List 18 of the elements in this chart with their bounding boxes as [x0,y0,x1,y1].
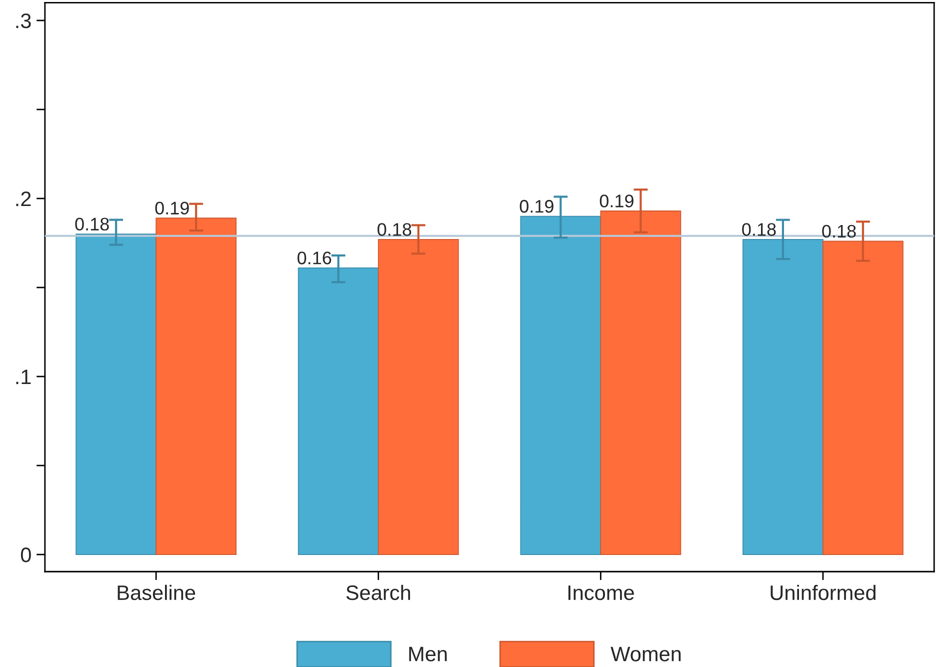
data-label: 0.18 [822,224,856,238]
data-label: 0.18 [378,223,412,236]
x-tick-label: Uninformed [770,584,876,600]
x-tick-label: Income [568,586,634,600]
data-label: 0.19 [155,202,189,215]
data-label: 0.19 [520,200,554,213]
x-tick-label: Baseline [118,584,196,600]
x-tick-label: Search [346,584,410,600]
y-tick-label: 0 [20,548,31,562]
data-label: 0.18 [75,218,109,231]
data-label: 0.16 [298,252,332,264]
legend-label: Men [409,646,447,662]
y-tick-label: .3 [16,13,31,28]
y-tick-label: .2 [16,191,31,206]
data-label: 0.19 [600,194,634,208]
y-tick-label: .1 [16,370,31,384]
data-label: 0.18 [742,223,776,236]
legend-label: Women [610,646,681,662]
